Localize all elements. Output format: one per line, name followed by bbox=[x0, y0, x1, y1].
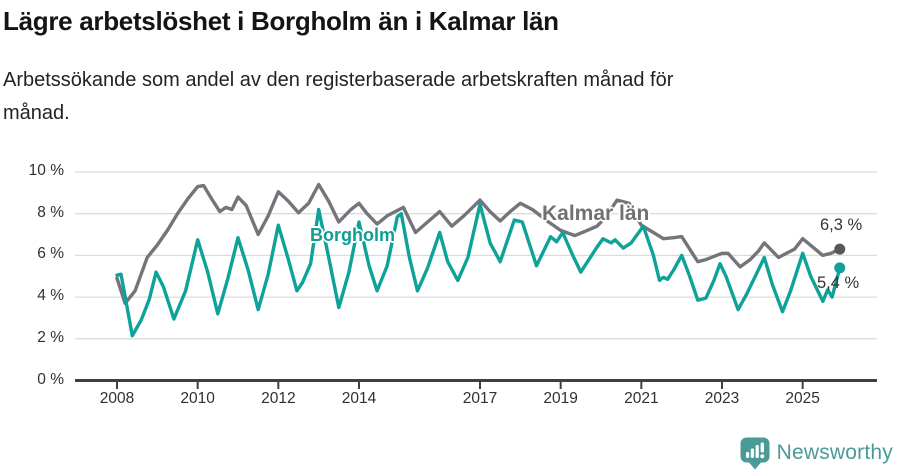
x-axis-label: 2025 bbox=[785, 390, 820, 407]
series-line-kalmar-län bbox=[115, 182, 842, 306]
x-axis-label: 2010 bbox=[180, 390, 215, 407]
end-dot-borgholm bbox=[834, 262, 846, 274]
x-axis-label: 2008 bbox=[99, 390, 135, 407]
y-axis-label: 6 % bbox=[37, 245, 64, 263]
series-line-borgholm bbox=[115, 202, 842, 338]
x-axis-label: 2019 bbox=[543, 390, 578, 407]
end-value-label-kalmar-lan: 6,3 % bbox=[820, 216, 863, 234]
x-axis-label: 2012 bbox=[261, 390, 296, 407]
y-axis-label: 4 % bbox=[37, 287, 64, 305]
series-label-kalmar-lan: Kalmar län bbox=[542, 202, 650, 225]
y-axis-label: 10 % bbox=[28, 162, 64, 179]
y-axis-label: 2 % bbox=[37, 328, 64, 346]
newsworthy-brand: Newsworthy bbox=[739, 436, 893, 470]
x-axis-label: 2021 bbox=[624, 390, 659, 407]
subtitle-line-2: månad. bbox=[3, 102, 70, 124]
subtitle-line-1: Arbetssökande som andel av den registerb… bbox=[3, 69, 674, 91]
chart-subtitle: Arbetssökande som andel av den registerb… bbox=[3, 64, 673, 130]
y-axis-label: 0 % bbox=[37, 370, 64, 388]
page-title: Lägre arbetslöshet i Borgholm än i Kalma… bbox=[3, 6, 559, 36]
series-label-borgholm: Borgholm bbox=[310, 225, 395, 245]
newsworthy-logo-icon bbox=[740, 437, 770, 470]
end-value-label-borgholm: 5,4 % bbox=[817, 274, 860, 292]
y-axis-label: 8 % bbox=[37, 203, 64, 221]
x-axis-label: 2023 bbox=[704, 390, 740, 407]
x-axis-label: 2014 bbox=[341, 390, 377, 407]
brand-name: Newsworthy bbox=[776, 441, 893, 464]
end-dot-kalmar-län bbox=[834, 243, 846, 255]
x-axis-label: 2017 bbox=[462, 390, 498, 407]
